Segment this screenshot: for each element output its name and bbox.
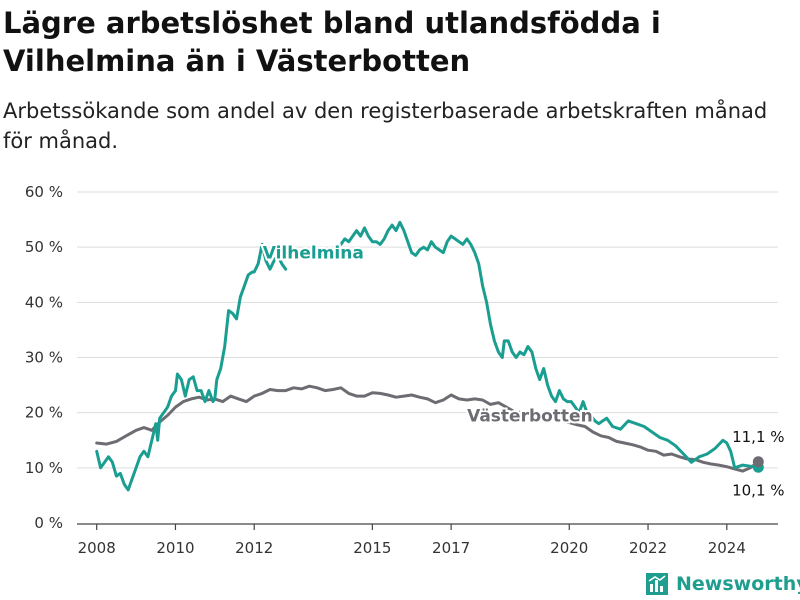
x-tick-label: 2017 bbox=[432, 539, 470, 557]
end-value-label-vasterbotten: 11,1 % bbox=[732, 428, 784, 446]
x-tick-label: 2015 bbox=[353, 539, 391, 557]
series-label-vilhelmina: Vilhelmina bbox=[263, 244, 364, 264]
x-tick-label: 2008 bbox=[78, 539, 116, 557]
brand-name: Newsworthy bbox=[676, 573, 800, 595]
chart-subtitle: Arbetssökande som andel av den registerb… bbox=[3, 99, 768, 153]
y-tick-label: 30 % bbox=[25, 349, 63, 367]
gridlines bbox=[77, 191, 778, 469]
y-tick-label: 10 % bbox=[25, 459, 63, 477]
x-tick-label: 2012 bbox=[235, 539, 273, 557]
y-tick-label: 20 % bbox=[25, 404, 63, 422]
y-tick-label: 0 % bbox=[34, 514, 63, 532]
series-line-vasterbotten bbox=[95, 384, 760, 473]
x-tick-label: 2022 bbox=[629, 539, 667, 557]
series-line-vilhelmina bbox=[339, 220, 760, 470]
newsworthy-logo: Newsworthy bbox=[644, 569, 800, 599]
x-tick-label: 2020 bbox=[550, 539, 588, 557]
annotations: 10,1 % 11,1 % Vilhelmina Västerbotten bbox=[261, 242, 786, 501]
x-tick-label: 2010 bbox=[156, 539, 194, 557]
series-line-vilhelmina bbox=[95, 242, 288, 492]
end-value-label-vilhelmina: 10,1 % bbox=[732, 481, 784, 499]
chart-title: Lägre arbetslöshet bland utlandsfödda i … bbox=[3, 6, 661, 78]
bar-chart-logo-icon bbox=[646, 573, 668, 595]
y-tick-label: 40 % bbox=[25, 293, 63, 311]
x-tick-label: 2024 bbox=[708, 539, 746, 557]
end-point-marker-vasterbotten bbox=[752, 456, 764, 468]
series-lines bbox=[95, 220, 760, 492]
y-tick-label: 50 % bbox=[25, 238, 63, 256]
y-tick-label: 60 % bbox=[25, 183, 63, 201]
axes: 0 % 10 % 20 % 30 % 40 % 50 % 60 % 2008 2010 2012 2… bbox=[25, 183, 778, 557]
series-label-vasterbotten: Västerbotten bbox=[467, 406, 593, 426]
